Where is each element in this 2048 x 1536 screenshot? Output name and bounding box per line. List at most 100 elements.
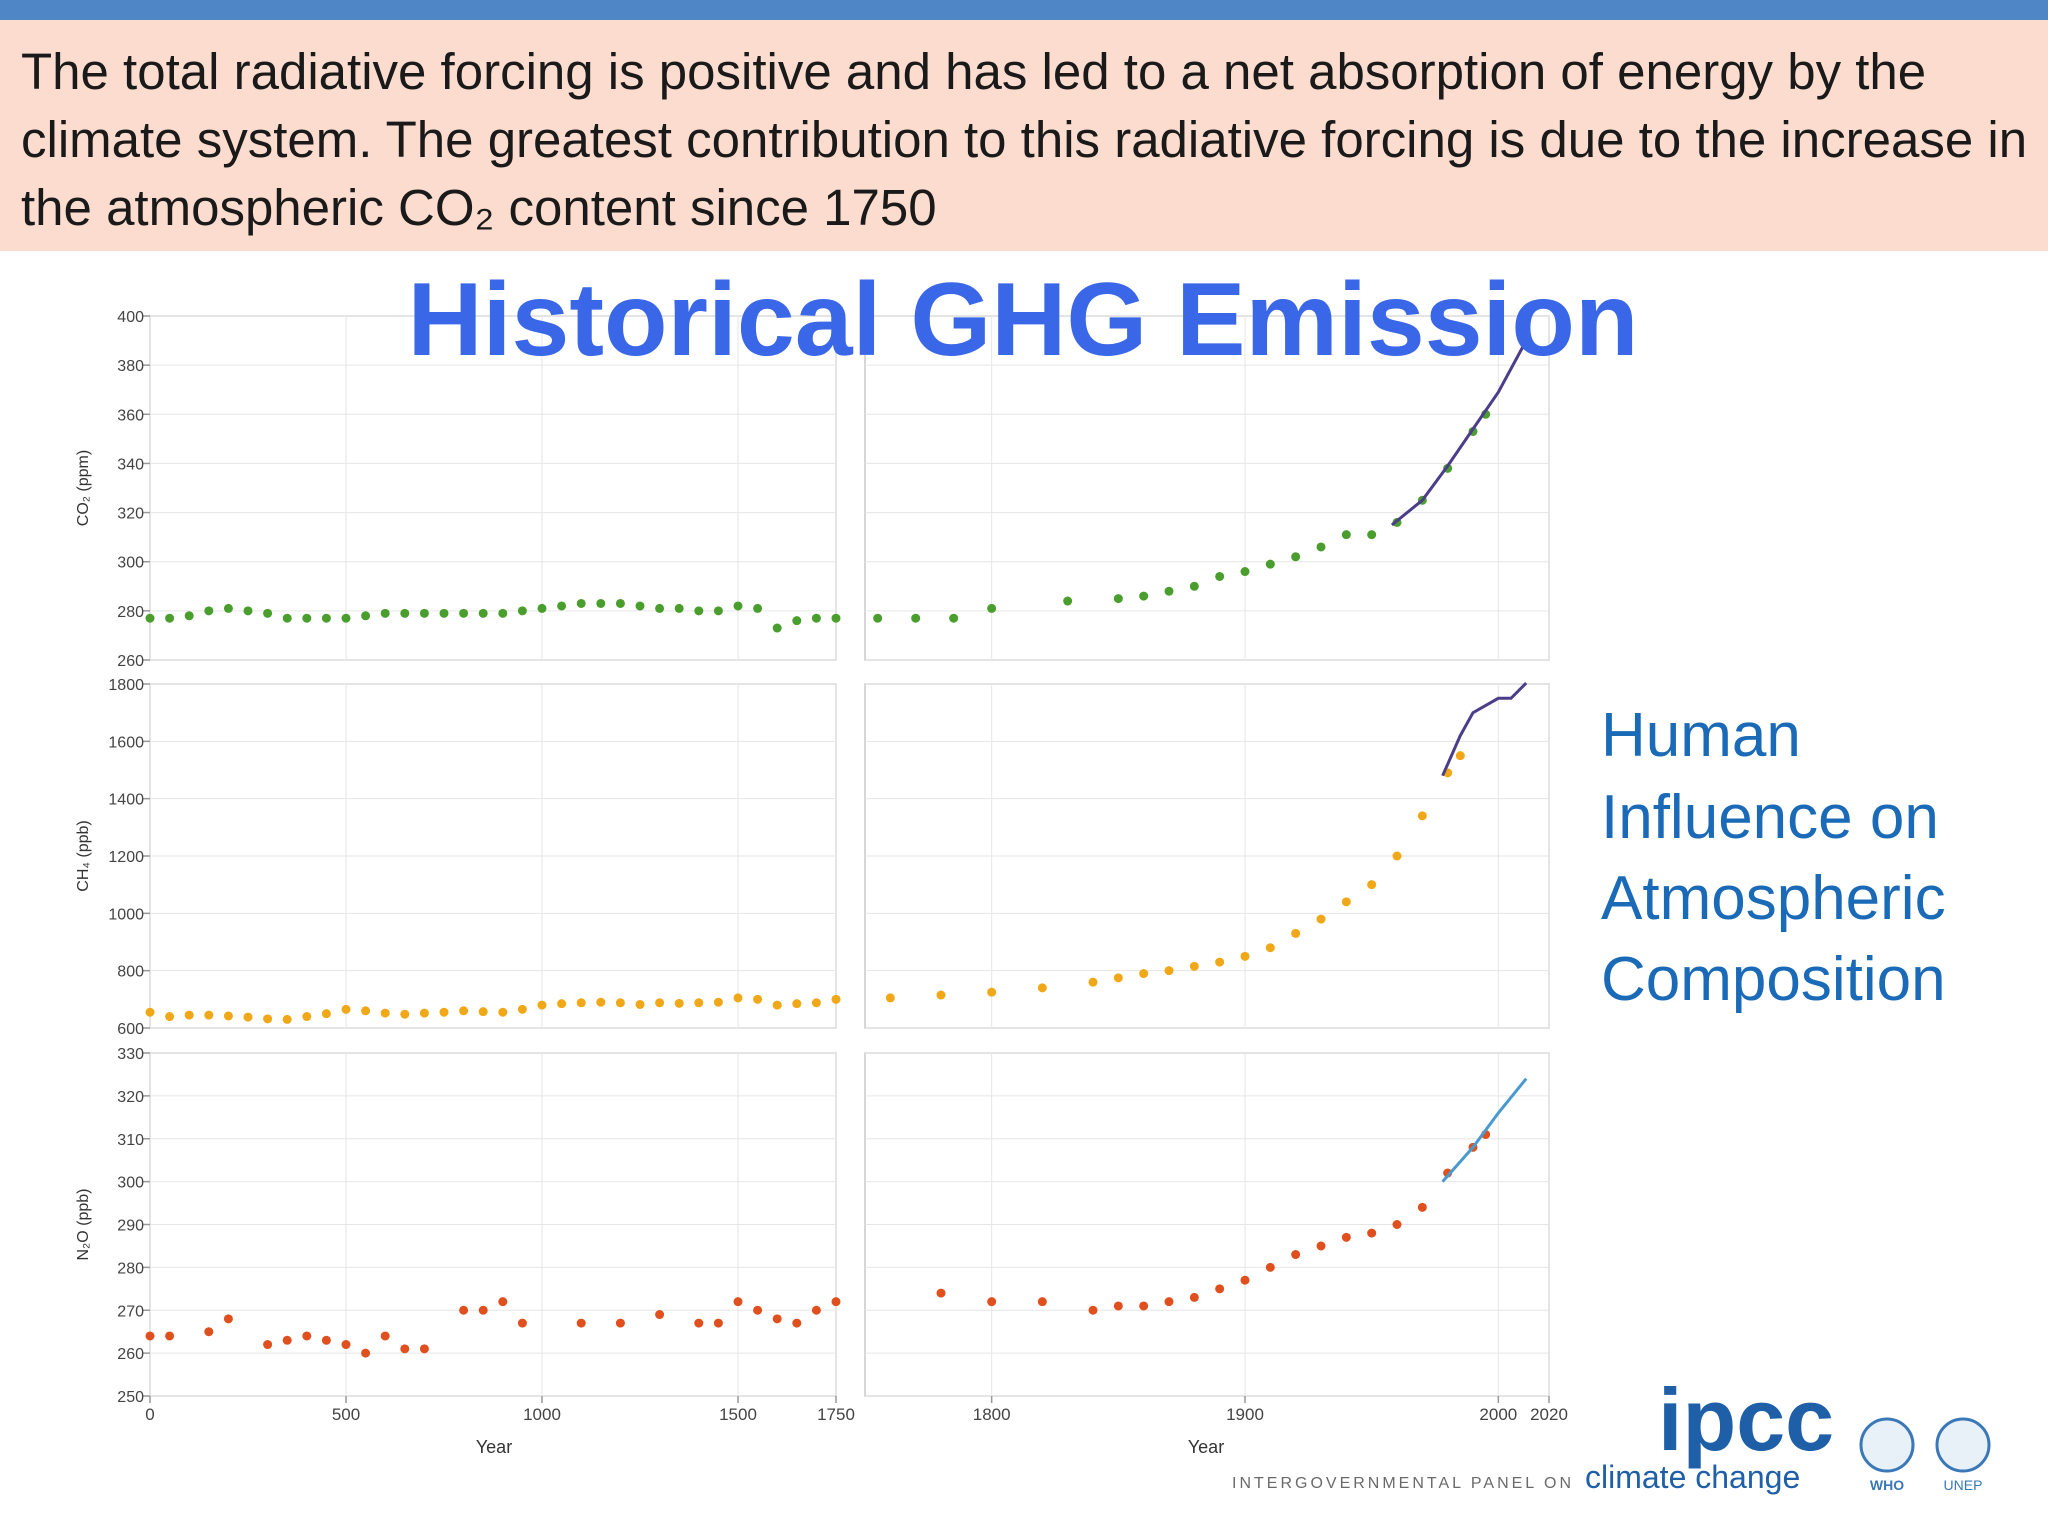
data-point <box>145 1007 155 1017</box>
data-point <box>400 1344 410 1354</box>
y-tick-label: 260 <box>117 653 144 670</box>
data-point <box>1113 1301 1123 1311</box>
data-point <box>1139 1301 1149 1311</box>
data-point <box>263 608 273 618</box>
data-point <box>635 601 645 611</box>
data-point <box>635 999 645 1009</box>
y-tick-label: 330 <box>117 1046 144 1063</box>
side-text: Human <box>1601 701 1801 770</box>
y-tick-label: 320 <box>117 506 144 523</box>
data-point <box>1291 1250 1301 1260</box>
y-axis-label: CO₂ (ppm) <box>75 450 92 526</box>
y-tick-label: 600 <box>117 1021 144 1038</box>
data-point <box>1265 943 1275 953</box>
data-point <box>733 993 743 1003</box>
data-point <box>204 1327 214 1337</box>
data-point <box>557 601 567 611</box>
data-point <box>1240 1275 1250 1285</box>
data-point <box>1063 596 1073 606</box>
data-point <box>1341 530 1351 540</box>
data-point <box>713 606 723 616</box>
data-point <box>1113 973 1123 983</box>
data-point <box>1367 530 1377 540</box>
data-point <box>655 1310 665 1320</box>
data-point <box>184 611 194 621</box>
y-tick-label: 310 <box>117 1132 144 1149</box>
data-point <box>576 1318 586 1328</box>
data-point <box>1139 591 1149 601</box>
data-point <box>184 1010 194 1020</box>
y-tick-label: 360 <box>117 407 144 424</box>
data-point <box>576 598 586 608</box>
y-axis-label: CH₄ (ppb) <box>75 820 92 891</box>
data-point <box>459 608 469 618</box>
data-point <box>1392 1220 1402 1229</box>
partner-label: WHO <box>1870 1477 1904 1493</box>
data-point <box>1265 559 1275 569</box>
data-point <box>1139 969 1149 979</box>
data-point <box>380 1008 390 1018</box>
top-bar <box>0 0 2048 20</box>
data-point <box>263 1014 273 1024</box>
y-tick-label: 1000 <box>108 906 144 923</box>
data-line <box>1390 339 1528 527</box>
data-point <box>576 998 586 1008</box>
data-point <box>321 1335 331 1345</box>
data-point <box>1189 1292 1199 1302</box>
data-point <box>753 1305 763 1315</box>
unep-emblem <box>1935 1417 1991 1473</box>
data-point <box>204 1010 214 1020</box>
data-point <box>713 997 723 1007</box>
data-point <box>419 1344 429 1354</box>
data-point <box>537 1000 547 1010</box>
y-axis-label: N₂O (ppb) <box>75 1188 92 1260</box>
side-text: Atmospheric <box>1601 864 1946 933</box>
data-point <box>419 608 429 618</box>
y-tick-label: 380 <box>117 358 144 375</box>
x-tick-label: 1800 <box>973 1405 1011 1424</box>
data-point <box>1316 914 1326 924</box>
data-point <box>478 608 488 618</box>
data-point <box>380 1331 390 1341</box>
data-point <box>341 1004 351 1014</box>
y-tick-label: 270 <box>117 1303 144 1320</box>
data-point <box>498 608 508 618</box>
data-point <box>1215 1284 1225 1294</box>
y-tick-label: 1800 <box>108 677 144 694</box>
data-point <box>655 998 665 1008</box>
data-point <box>674 998 684 1008</box>
y-tick-label: 280 <box>117 1260 144 1277</box>
data-point <box>263 1340 273 1350</box>
y-tick-label: 400 <box>117 309 144 326</box>
data-point <box>517 1318 527 1328</box>
data-point <box>1240 951 1250 961</box>
data-point <box>987 1297 997 1307</box>
data-point <box>1037 983 1047 993</box>
data-point <box>341 613 351 623</box>
data-point <box>1367 880 1377 890</box>
data-point <box>753 994 763 1004</box>
x-tick-label: 2000 <box>1479 1405 1517 1424</box>
data-point <box>1164 966 1174 976</box>
data-point <box>792 999 802 1009</box>
x-tick-label: 1900 <box>1226 1405 1264 1424</box>
data-point <box>1215 957 1225 967</box>
header-text: The total radiative forcing is positive … <box>21 43 2028 236</box>
data-point <box>772 623 782 633</box>
data-point <box>1316 542 1326 552</box>
data-point <box>596 997 606 1007</box>
data-point <box>282 1014 292 1024</box>
data-point <box>165 1012 175 1022</box>
data-point <box>615 998 625 1008</box>
data-point <box>694 606 704 616</box>
data-point <box>517 606 527 616</box>
data-point <box>223 1314 233 1324</box>
data-point <box>873 613 883 623</box>
data-point <box>478 1007 488 1017</box>
data-point <box>282 1335 292 1345</box>
data-point <box>223 1011 233 1021</box>
data-point <box>145 1331 155 1341</box>
data-point <box>498 1297 508 1307</box>
data-point <box>1316 1241 1326 1251</box>
logo-name: ipcc <box>1658 1370 1834 1469</box>
